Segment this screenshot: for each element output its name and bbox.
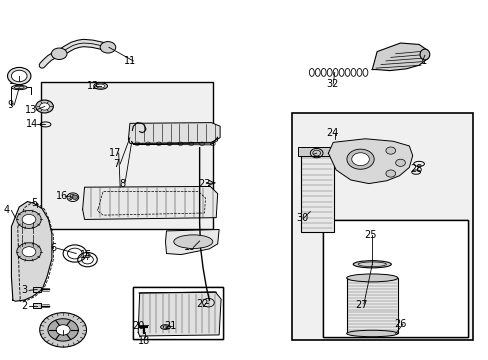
- Text: 30: 30: [295, 213, 307, 222]
- Circle shape: [36, 100, 53, 113]
- Text: 19: 19: [183, 242, 196, 252]
- Circle shape: [48, 319, 78, 341]
- Circle shape: [385, 170, 395, 177]
- Circle shape: [385, 147, 395, 154]
- Text: 29: 29: [305, 149, 317, 159]
- Circle shape: [17, 243, 41, 261]
- Polygon shape: [328, 139, 412, 184]
- Bar: [298, 147, 335, 156]
- Text: 25: 25: [363, 230, 376, 239]
- Text: 6: 6: [50, 243, 56, 253]
- Polygon shape: [165, 229, 219, 255]
- Ellipse shape: [11, 85, 27, 90]
- Text: 23: 23: [198, 179, 210, 189]
- Bar: [41, 82, 212, 229]
- Polygon shape: [138, 292, 221, 336]
- Polygon shape: [11, 202, 52, 301]
- Bar: [133, 287, 222, 338]
- Bar: [322, 220, 467, 337]
- Text: 1: 1: [60, 333, 66, 343]
- Circle shape: [72, 195, 78, 199]
- Text: 15: 15: [80, 250, 92, 260]
- Bar: [33, 303, 41, 308]
- Bar: [292, 113, 472, 339]
- Text: 12: 12: [87, 81, 100, 91]
- Circle shape: [351, 153, 368, 166]
- Text: 16: 16: [56, 191, 68, 201]
- Text: 32: 32: [325, 79, 338, 89]
- Circle shape: [22, 247, 36, 257]
- Bar: [322, 220, 467, 337]
- Text: 21: 21: [164, 321, 176, 331]
- Bar: [33, 287, 41, 292]
- Text: 7: 7: [113, 159, 120, 169]
- Ellipse shape: [346, 330, 397, 337]
- Circle shape: [17, 211, 41, 228]
- Text: 5: 5: [31, 198, 37, 208]
- Circle shape: [51, 48, 67, 59]
- Text: 8: 8: [119, 179, 125, 189]
- Bar: [300, 155, 333, 232]
- Ellipse shape: [419, 49, 429, 60]
- Ellipse shape: [352, 261, 390, 268]
- Circle shape: [100, 41, 116, 53]
- Text: 2: 2: [21, 301, 27, 311]
- Circle shape: [40, 103, 49, 110]
- Text: 14: 14: [26, 120, 39, 129]
- Bar: [133, 287, 222, 338]
- Circle shape: [7, 67, 31, 85]
- Bar: [346, 278, 397, 333]
- Polygon shape: [371, 43, 427, 71]
- Circle shape: [395, 159, 405, 166]
- Text: 20: 20: [132, 321, 144, 331]
- Text: 26: 26: [393, 319, 406, 329]
- Text: 11: 11: [123, 56, 136, 66]
- Text: 24: 24: [325, 129, 338, 138]
- Circle shape: [56, 325, 70, 335]
- Text: 18: 18: [138, 336, 150, 346]
- Text: 13: 13: [25, 105, 37, 115]
- Circle shape: [11, 70, 27, 82]
- Circle shape: [346, 149, 373, 169]
- Text: 27: 27: [355, 300, 367, 310]
- Polygon shape: [82, 186, 217, 220]
- Ellipse shape: [173, 235, 212, 248]
- Text: 22: 22: [195, 299, 208, 309]
- Text: 31: 31: [414, 56, 426, 66]
- Ellipse shape: [346, 274, 397, 282]
- Text: 28: 28: [409, 164, 422, 174]
- Text: 10: 10: [9, 76, 21, 86]
- Text: 4: 4: [3, 206, 10, 216]
- Text: 3: 3: [21, 285, 27, 296]
- Text: 17: 17: [109, 148, 121, 158]
- Circle shape: [40, 313, 86, 347]
- Text: 9: 9: [7, 100, 14, 110]
- Circle shape: [22, 215, 36, 225]
- Polygon shape: [128, 123, 220, 143]
